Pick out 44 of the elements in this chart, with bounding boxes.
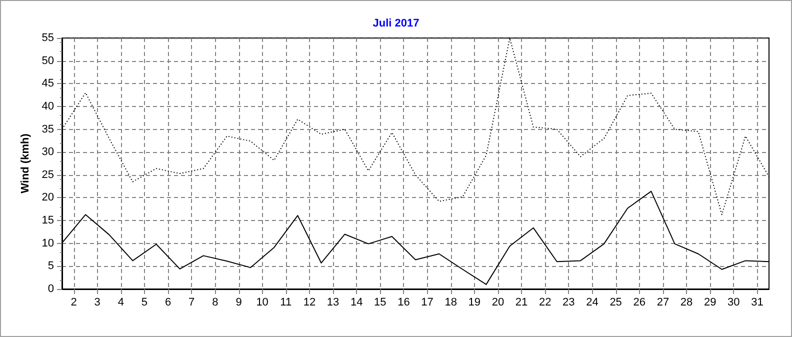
x-tick-label: 12 (303, 296, 316, 308)
x-tick-label: 8 (212, 296, 218, 308)
x-tick-label: 10 (256, 296, 268, 308)
x-tick-label: 20 (492, 296, 504, 308)
x-tick-label: 29 (704, 296, 716, 308)
x-tick-label: 18 (444, 296, 457, 308)
x-tick-label: 19 (468, 296, 481, 308)
x-tick-label: 2 (70, 296, 77, 308)
x-tick-label: 30 (728, 296, 740, 308)
x-tick-label: 21 (515, 296, 528, 308)
x-tick-label: 7 (188, 296, 195, 308)
y-tick-label: 25 (42, 168, 54, 181)
x-tick-label: 13 (326, 296, 340, 308)
y-tick-label: 40 (42, 100, 54, 112)
x-tick-label: 31 (751, 296, 764, 308)
y-tick-label: 0 (48, 283, 54, 295)
x-tick-label: 26 (633, 296, 646, 308)
x-tick-label: 16 (398, 296, 410, 308)
y-tick-label: 15 (42, 214, 54, 227)
x-tick-label: 17 (421, 296, 434, 308)
x-tick-label: 3 (94, 296, 100, 308)
x-tick-label: 9 (236, 296, 242, 308)
x-tick-label: 5 (141, 296, 148, 308)
x-tick-label: 14 (350, 296, 363, 308)
chart-title: Juli 2017 (372, 18, 420, 30)
x-tick-label: 28 (680, 296, 693, 308)
y-tick-label: 10 (42, 237, 54, 250)
x-tick-label: 24 (586, 296, 598, 308)
y-axis-title: Wind (kmh) (19, 133, 32, 194)
y-tick-label: 30 (42, 146, 54, 158)
x-tick-label: 27 (656, 296, 670, 308)
x-tick-label: 11 (280, 296, 292, 308)
y-tick-label: 50 (42, 54, 54, 67)
x-tick-label: 25 (610, 296, 622, 308)
y-tick-label: 45 (42, 78, 54, 90)
x-tick-label: 23 (562, 296, 575, 308)
x-tick-label: 6 (164, 296, 172, 308)
y-tick-label: 35 (42, 123, 54, 136)
x-tick-label: 22 (538, 296, 552, 308)
y-tick-label: 5 (48, 260, 54, 272)
x-tick-label: 4 (118, 296, 124, 308)
y-tick-label: 55 (42, 32, 54, 44)
y-tick-label: 20 (42, 192, 54, 204)
x-tick-label: 15 (374, 296, 386, 308)
